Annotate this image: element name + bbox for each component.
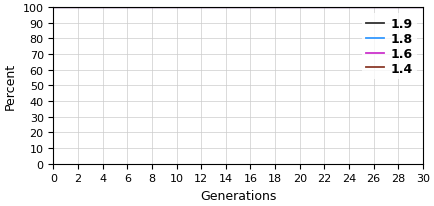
1.4 [420,7,425,9]
1.6 [93,7,98,9]
1.9 [93,7,98,9]
1.8 [115,7,120,9]
1.9 [208,7,214,9]
1.6 [373,7,378,9]
1.4 [208,7,214,9]
1.4 [373,7,378,9]
1.9 [51,7,56,9]
1.8 [413,7,418,9]
1.6 [51,7,56,9]
1.8 [193,7,198,9]
1.8 [420,7,425,9]
1.4 [115,7,120,9]
1.8 [51,7,56,9]
1.9 [193,7,198,9]
1.4 [51,7,56,9]
1.9 [373,7,378,9]
Y-axis label: Percent: Percent [4,62,17,109]
1.6 [413,7,418,9]
1.8 [373,7,378,9]
Legend: 1.9, 1.8, 1.6, 1.4: 1.9, 1.8, 1.6, 1.4 [362,14,417,79]
1.9 [420,7,425,9]
1.6 [115,7,120,9]
1.9 [413,7,418,9]
1.4 [413,7,418,9]
1.8 [208,7,214,9]
1.8 [93,7,98,9]
1.4 [193,7,198,9]
1.6 [193,7,198,9]
X-axis label: Generations: Generations [200,189,276,202]
1.6 [420,7,425,9]
1.4 [93,7,98,9]
1.6 [208,7,214,9]
1.9 [115,7,120,9]
